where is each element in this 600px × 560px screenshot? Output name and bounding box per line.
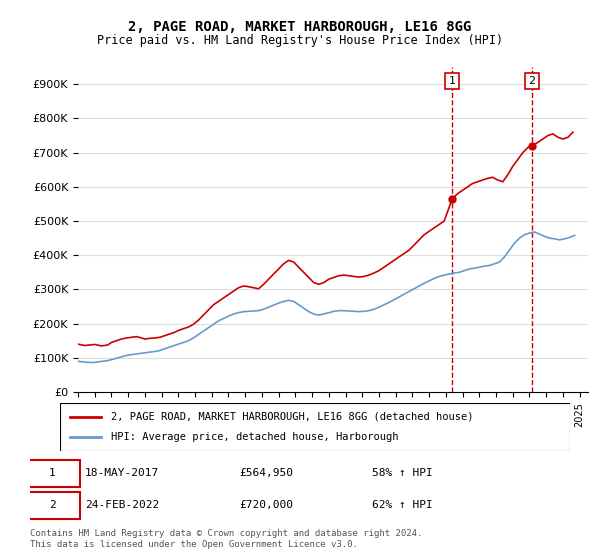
Text: £720,000: £720,000 [240,500,294,510]
Text: 1: 1 [449,76,456,86]
Text: HPI: Average price, detached house, Harborough: HPI: Average price, detached house, Harb… [111,432,398,442]
FancyBboxPatch shape [60,403,570,451]
Text: 62% ↑ HPI: 62% ↑ HPI [372,500,433,510]
Text: Contains HM Land Registry data © Crown copyright and database right 2024.
This d: Contains HM Land Registry data © Crown c… [30,529,422,549]
Text: 2, PAGE ROAD, MARKET HARBOROUGH, LE16 8GG (detached house): 2, PAGE ROAD, MARKET HARBOROUGH, LE16 8G… [111,412,473,422]
Text: 58% ↑ HPI: 58% ↑ HPI [372,468,433,478]
Text: 2, PAGE ROAD, MARKET HARBOROUGH, LE16 8GG: 2, PAGE ROAD, MARKET HARBOROUGH, LE16 8G… [128,20,472,34]
Text: 24-FEB-2022: 24-FEB-2022 [85,500,160,510]
FancyBboxPatch shape [25,460,80,487]
Text: 2: 2 [49,500,55,510]
Text: 18-MAY-2017: 18-MAY-2017 [85,468,160,478]
Text: Price paid vs. HM Land Registry's House Price Index (HPI): Price paid vs. HM Land Registry's House … [97,34,503,46]
Text: 2: 2 [529,76,536,86]
Text: 1: 1 [49,468,55,478]
FancyBboxPatch shape [25,492,80,519]
Text: £564,950: £564,950 [240,468,294,478]
